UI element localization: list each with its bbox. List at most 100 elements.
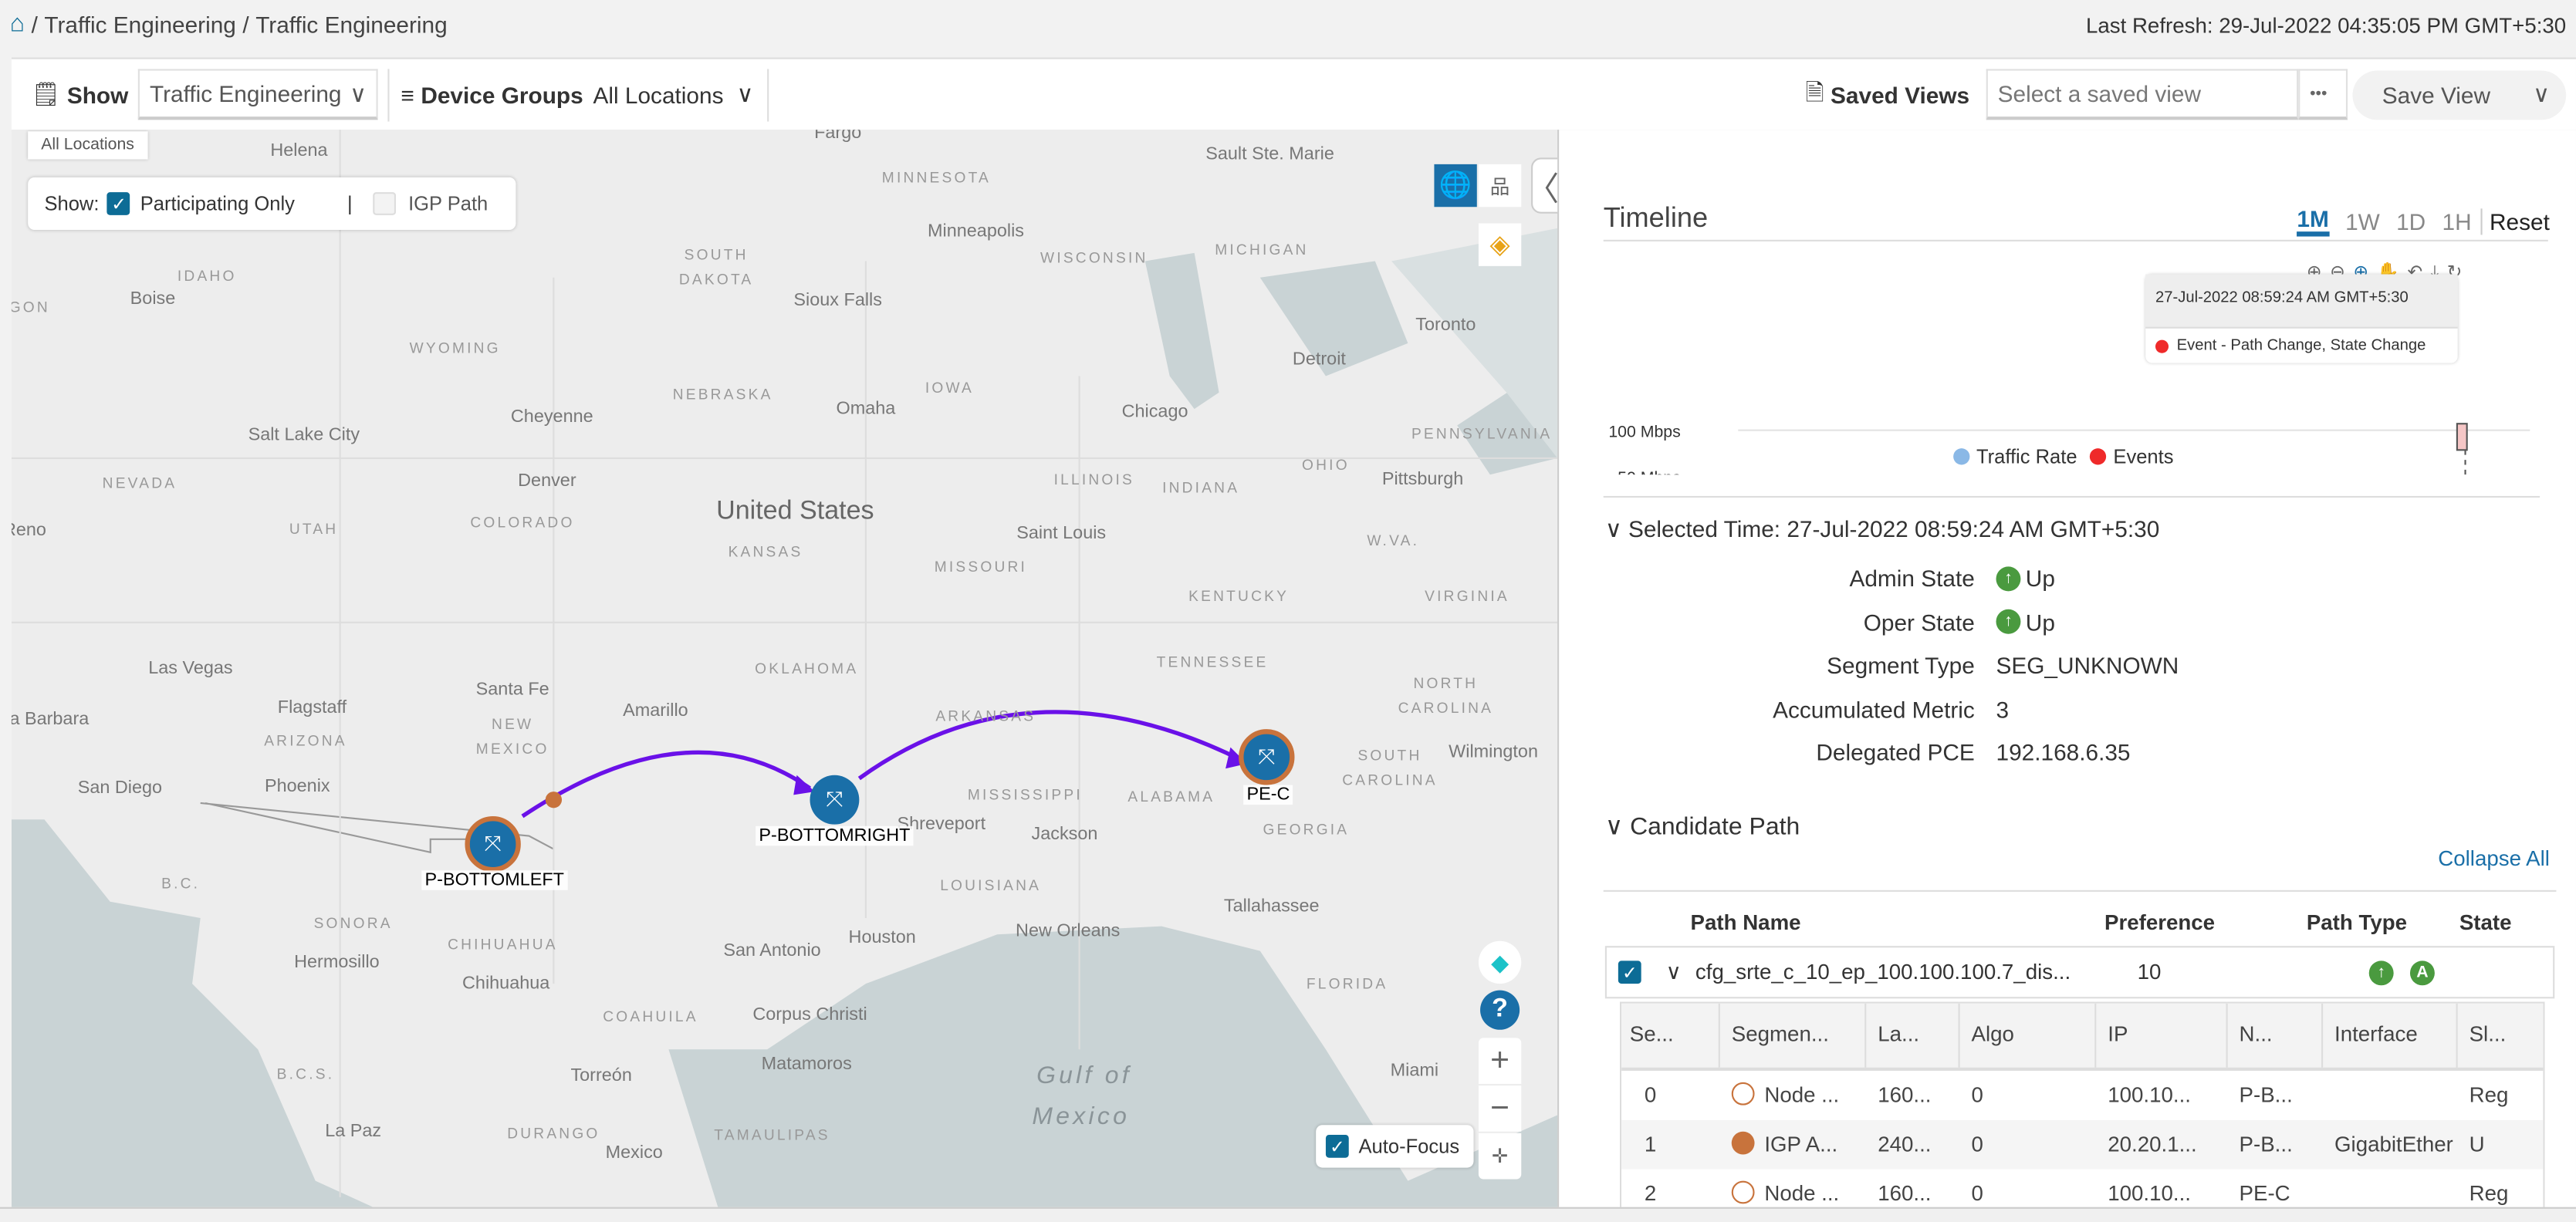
segment-row[interactable] <box>1621 1169 2544 1209</box>
range-tab-1w[interactable]: 1W <box>2345 208 2380 235</box>
saved-view-placeholder: Select a saved view <box>1997 80 2202 107</box>
segment-column-header[interactable]: Algo <box>1971 1021 2014 1047</box>
y-tick-label: 50 Mbps <box>1618 468 1681 474</box>
range-tab-1m[interactable]: 1M <box>2297 205 2329 237</box>
map-place-label: IOWA <box>925 379 975 397</box>
map-place-label: KENTUCKY <box>1188 588 1290 605</box>
node-sid-icon <box>1731 1082 1755 1106</box>
up-arrow-icon: ↑ <box>1996 609 2021 634</box>
participating-only-label: Participating Only <box>140 192 295 215</box>
map-place-label: COLORADO <box>470 514 575 531</box>
participating-only-checkbox[interactable]: ✓ <box>107 192 130 215</box>
map-place-label: Minneapolis <box>928 221 1024 241</box>
map-place-label: Omaha <box>836 399 896 419</box>
map-place-label: Chicago <box>1121 402 1188 423</box>
save-view-button[interactable]: Save View ∨ <box>2352 69 2567 120</box>
reset-button[interactable]: Reset <box>2481 208 2550 235</box>
segment-row[interactable] <box>1621 1070 2544 1120</box>
home-icon[interactable]: ⌂ <box>9 9 25 38</box>
map-place-label: Wilmington <box>1449 742 1538 762</box>
candidate-path-toggle[interactable]: ∨ Candidate Path <box>1605 812 1800 841</box>
map-place-label: WYOMING <box>409 339 501 356</box>
collapse-all-link[interactable]: Collapse All <box>2438 846 2550 871</box>
topology-view-button[interactable]: 品 <box>1478 164 1522 208</box>
show-select-value: Traffic Engineering <box>149 80 342 107</box>
chevron-down-icon: ∨ <box>1604 515 1622 542</box>
up-arrow-icon: ↑ <box>1996 565 2021 591</box>
segment-column-header[interactable]: N... <box>2239 1021 2273 1047</box>
path-link-2 <box>857 710 1243 781</box>
selected-time-label: Selected Time: 27-Jul-2022 08:59:24 AM G… <box>1628 515 2160 542</box>
igp-path-checkbox[interactable] <box>372 192 396 215</box>
alert-icon[interactable]: ◆ <box>1478 940 1522 984</box>
auto-focus-toggle[interactable]: ✓ Auto-Focus <box>1316 1125 1474 1168</box>
node-label: PE-C <box>1243 785 1293 805</box>
igp-path-label: IGP Path <box>408 192 488 215</box>
chevron-down-icon[interactable]: ∨ <box>1665 959 1682 984</box>
breadcrumb-item[interactable]: Traffic Engineering <box>44 10 236 37</box>
zoom-in-button[interactable]: + <box>1478 1038 1522 1085</box>
auto-focus-checkbox[interactable]: ✓ <box>1325 1135 1349 1158</box>
detail-label: Accumulated Metric <box>1773 695 1975 722</box>
column-header-preference[interactable]: Preference <box>2104 910 2216 935</box>
map-place-label: Mexico <box>1032 1102 1131 1131</box>
path-checkbox[interactable]: ✓ <box>1618 960 1641 984</box>
map-place-label: Chihuahua <box>462 974 550 994</box>
segment-row[interactable] <box>1621 1119 2544 1170</box>
legend-dot-traffic <box>1953 448 1970 465</box>
segment-column-header[interactable]: IP <box>2108 1021 2128 1047</box>
igp-adjacency-icon <box>1731 1131 1755 1155</box>
legend-events[interactable]: Events <box>2113 444 2174 468</box>
candidate-path-row[interactable]: ✓ ∨ cfg_srte_c_10_ep_100.100.100.7_dis..… <box>1604 946 2555 999</box>
segment-cell: IGP A... <box>1764 1131 1838 1156</box>
lake-huron <box>1259 261 1408 376</box>
detail-label: Segment Type <box>1827 652 1975 679</box>
map-place-label: Mexico <box>605 1143 663 1163</box>
router-icon: ⤧ <box>1239 729 1295 785</box>
detail-value-text: Up <box>2025 608 2055 635</box>
range-tab-1d[interactable]: 1D <box>2396 208 2426 235</box>
help-icon[interactable]: ? <box>1480 990 1520 1030</box>
map-place-label: SONORA <box>313 914 393 932</box>
legend-traffic-rate[interactable]: Traffic Rate <box>1976 444 2077 468</box>
collapse-panel-button[interactable]: 〈〉 <box>1526 157 1558 214</box>
column-header-state[interactable]: State <box>2459 910 2512 935</box>
column-header-path-name[interactable]: Path Name <box>1690 910 1801 935</box>
fit-view-button[interactable]: ✛ <box>1478 1133 1522 1180</box>
map-place-label: Reno <box>12 520 46 541</box>
globe-view-button[interactable]: 🌐 <box>1434 164 1477 208</box>
map-view[interactable]: Helena Fargo MINNESOTA Sault Ste. Marie Minn… <box>11 130 1560 1207</box>
segment-column-header[interactable]: Se... <box>1629 1021 1674 1047</box>
segment-cell: Reg <box>2469 1082 2509 1107</box>
download-icon[interactable]: ⤓ <box>2430 262 2447 283</box>
segment-column-header[interactable]: La... <box>1878 1021 1920 1047</box>
detail-label: Oper State <box>1863 608 1975 635</box>
segment-cell: Node ... <box>1764 1082 1840 1107</box>
device-groups-select[interactable]: ≡ Device Groups All Locations ∨ <box>401 59 753 130</box>
breadcrumb: ⌂ / Traffic Engineering / Traffic Engine… <box>9 9 448 38</box>
zoom-out-button[interactable]: − <box>1478 1085 1522 1132</box>
lake-michigan <box>1144 252 1219 410</box>
show-select[interactable]: Traffic Engineering ∨ <box>138 69 378 120</box>
map-place-label: MISSISSIPPI <box>967 786 1083 803</box>
saved-view-input[interactable]: Select a saved view <box>1986 69 2299 120</box>
detail-value: ↑ Up <box>1996 608 2055 635</box>
layers-button[interactable]: ◈ <box>1478 223 1522 266</box>
event-tooltip: 27-Jul-2022 08:59:24 AM GMT+5:30 Event -… <box>2145 274 2458 363</box>
more-button[interactable]: ••• <box>2298 69 2348 120</box>
segment-column-header[interactable]: Segmen... <box>1731 1021 1829 1047</box>
toolbar: 🗒 Show Traffic Engineering ∨ ≡ Device Gr… <box>11 57 2576 132</box>
segment-cell: 0 <box>1971 1131 1983 1156</box>
map-place-label: WISCONSIN <box>1040 249 1148 266</box>
map-place-label: Jackson <box>1031 824 1098 845</box>
map-place-label: PENNSYLVANIA <box>1411 425 1553 442</box>
map-place-label: UTAH <box>289 520 339 538</box>
detail-value: 3 <box>1996 696 2009 722</box>
column-header-path-type[interactable]: Path Type <box>2306 910 2408 935</box>
selected-time-toggle[interactable]: ∨ Selected Time: 27-Jul-2022 08:59:24 AM… <box>1605 515 2159 543</box>
segment-column-header[interactable]: Sl... <box>2469 1021 2507 1047</box>
range-tab-1h[interactable]: 1H <box>2442 208 2472 235</box>
segment-column-header[interactable]: Interface <box>2334 1021 2418 1047</box>
